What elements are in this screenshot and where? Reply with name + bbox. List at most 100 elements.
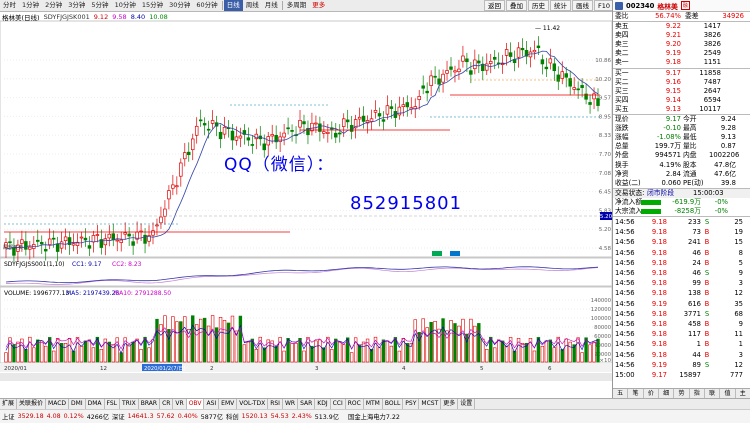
indicator-tab-18[interactable]: CCI — [331, 399, 346, 409]
indicator-tab-14[interactable]: RSI — [268, 399, 283, 409]
tick-row[interactable]: 14:56 9.18 3771 S 68 — [613, 309, 750, 319]
kline-chart[interactable]: 10.8610.209.578.958.337.707.086.455.835.… — [0, 0, 613, 398]
period-tab-1[interactable]: 1分钟 — [22, 1, 40, 9]
quote-tab-4[interactable]: 势 — [674, 389, 690, 398]
period-tab-10[interactable]: 周线 — [245, 1, 259, 9]
indicator-tab-1[interactable]: 关联报价 — [17, 399, 47, 409]
indicator-tab-15[interactable]: WR — [283, 399, 299, 409]
tick-row[interactable]: 15:00 9.17 15897 777 — [613, 370, 750, 380]
tick-row[interactable]: 14:56 9.18 46 B 8 — [613, 248, 750, 258]
tick-time: 14:56 — [615, 269, 635, 277]
tick-volume: 99 — [692, 279, 701, 288]
quote-tab-6[interactable]: 联 — [705, 389, 721, 398]
quote-tab-5[interactable]: 指 — [690, 389, 705, 398]
indicator-tab-21[interactable]: BOLL — [383, 399, 404, 409]
indicator-tab-10[interactable]: OBV — [186, 399, 205, 409]
stat-value-2: 0.87 — [720, 142, 736, 151]
indicator-tab-23[interactable]: MCST — [419, 399, 442, 409]
period-tab-0[interactable]: 分时 — [3, 1, 16, 9]
indicator-tab-7[interactable]: BRAR — [139, 399, 161, 409]
volume-bar — [238, 315, 243, 363]
period-tab-11[interactable]: 月线 — [264, 1, 278, 9]
indicator-tab-8[interactable]: CR — [160, 399, 174, 409]
tick-row[interactable]: 14:56 9.18 233 S 25 — [613, 217, 750, 227]
quote-tab-1[interactable]: 笔 — [628, 389, 644, 398]
quote-tab-0[interactable]: 五 — [613, 389, 629, 398]
tick-row[interactable]: 14:56 9.18 1 B 1 — [613, 339, 750, 349]
tick-row[interactable]: 14:56 9.18 73 B 19 — [613, 227, 750, 237]
candle-body — [373, 110, 378, 113]
volume-bar — [306, 337, 310, 363]
volume-bar — [32, 347, 36, 363]
tick-row[interactable]: 14:56 9.19 89 S 12 — [613, 360, 750, 370]
candle-body — [572, 87, 576, 90]
period-tab-2[interactable]: 2分钟 — [45, 1, 63, 9]
candle-body — [469, 70, 473, 75]
indicator-tab-5[interactable]: FSL — [105, 399, 121, 409]
candle-body — [99, 239, 104, 248]
indicator-tab-0[interactable]: 扩展 — [0, 399, 18, 409]
period-tab-8[interactable]: 60分钟 — [196, 1, 218, 9]
tick-list[interactable]: 14:56 9.18 233 S 25 14:56 9.18 73 B 19 14:56 9.18 24… — [613, 217, 750, 380]
quote-tab-7[interactable]: 值 — [720, 389, 736, 398]
tick-count: 12 — [734, 360, 743, 369]
indicator-tab-25[interactable]: 设置 — [458, 399, 476, 409]
period-tab-7[interactable]: 30分钟 — [169, 1, 191, 9]
sell-level-3-price: 9.20 — [665, 40, 681, 49]
volume-bar — [373, 336, 378, 363]
tick-row[interactable]: 14:56 9.18 458 B 9 — [613, 319, 750, 329]
indicator-tab-17[interactable]: KDJ — [315, 399, 331, 409]
quote-tab-2[interactable]: 价 — [644, 389, 659, 398]
indicator-tab-24[interactable]: 更多 — [441, 399, 459, 409]
indicator-tab-9[interactable]: VR — [173, 399, 187, 409]
period-tab-12[interactable]: 多周期 — [286, 1, 307, 9]
indicator-tab-2[interactable]: MACD — [46, 399, 70, 409]
top-button-0[interactable]: 返回 — [484, 0, 505, 11]
indicator-tab-16[interactable]: SAR — [298, 399, 316, 409]
tick-row[interactable]: 14:56 9.18 44 B 3 — [613, 350, 750, 360]
tick-row[interactable]: 14:56 9.18 46 S 9 — [613, 268, 750, 278]
vol-unit: ×10 — [599, 358, 611, 364]
period-tab-3[interactable]: 3分钟 — [68, 1, 86, 9]
tick-direction: B — [704, 299, 710, 308]
tick-row[interactable]: 14:56 9.18 99 B 3 — [613, 278, 750, 288]
tick-count: 11 — [734, 330, 743, 339]
indicator-tab-20[interactable]: MTM — [364, 399, 383, 409]
tick-row[interactable]: 14:56 9.18 138 B 12 — [613, 288, 750, 298]
candle-body — [187, 151, 191, 156]
indicator-tab-13[interactable]: VOL-TDX — [237, 399, 269, 409]
top-button-1[interactable]: 叠加 — [506, 0, 527, 11]
period-tab-4[interactable]: 5分钟 — [91, 1, 109, 9]
indicator-tab-22[interactable]: PSY — [403, 399, 420, 409]
top-button-4[interactable]: 画线 — [572, 0, 593, 11]
period-tab-9[interactable]: 日线 — [223, 0, 243, 11]
tick-row[interactable]: 14:56 9.18 241 B 15 — [613, 237, 750, 247]
indicator-tab-6[interactable]: TRIX — [120, 399, 139, 409]
period-tab-13[interactable]: 更多 — [312, 1, 326, 9]
period-tab-6[interactable]: 15分钟 — [141, 1, 164, 9]
tick-row[interactable]: 14:56 9.18 24 B 5 — [613, 258, 750, 268]
tick-time: 14:56 — [615, 340, 635, 349]
indicator-tab-12[interactable]: EMV — [219, 399, 238, 409]
indicator-v1: 9.12 — [93, 12, 109, 21]
volume-bar — [381, 339, 386, 363]
news-ticker[interactable]: 国金上海电力7.22 — [348, 414, 400, 421]
tick-row[interactable]: 14:56 9.18 117 B 11 — [613, 329, 750, 339]
volume-bar — [485, 349, 489, 363]
indicator-tab-11[interactable]: ASI — [204, 399, 220, 409]
top-button-5[interactable]: F10 — [594, 0, 615, 11]
quote-tab-8[interactable]: 主 — [736, 389, 750, 398]
trade-status-row: 交易状态: 闭市阶段 15:00:03 — [613, 188, 750, 198]
kline-chart-area[interactable]: 10.86 10.20 9.57 8.95 8.33 7.70 7.08 6.45 5.83 5.… — [0, 0, 613, 398]
volume-bar — [67, 338, 72, 363]
x-axis — [0, 363, 612, 372]
indicator-tab-3[interactable]: DMI — [69, 399, 86, 409]
volume-bar — [16, 341, 20, 363]
tick-row[interactable]: 14:56 9.19 616 B 35 — [613, 299, 750, 309]
top-button-3[interactable]: 统计 — [550, 0, 571, 11]
indicator-tab-4[interactable]: DMA — [86, 399, 105, 409]
indicator-tab-19[interactable]: ROC — [346, 399, 364, 409]
quote-tab-3[interactable]: 细 — [659, 389, 675, 398]
top-button-2[interactable]: 历史 — [528, 0, 549, 11]
period-tab-5[interactable]: 10分钟 — [114, 1, 136, 9]
